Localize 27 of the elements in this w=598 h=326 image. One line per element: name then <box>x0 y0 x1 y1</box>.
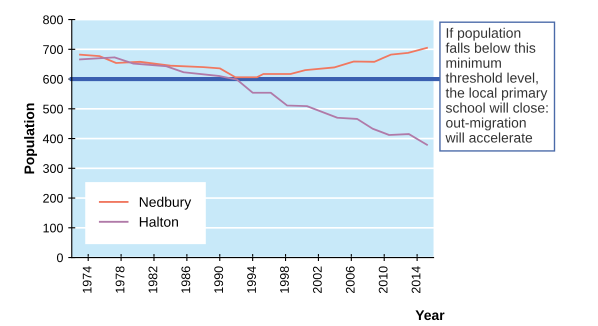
x-tick-label: 1986 <box>181 266 190 293</box>
x-axis-title: Year <box>415 310 444 320</box>
y-tick-label: 400 <box>42 134 63 144</box>
y-tick-label: 800 <box>43 15 63 24</box>
y-tick-label: 700 <box>43 45 63 54</box>
x-tick-label: 2002 <box>312 266 322 294</box>
x-tick-label: 2010 <box>378 266 388 294</box>
legend-label: Halton <box>140 216 178 227</box>
legend-label: Nedbury <box>140 196 192 210</box>
x-tick-label: 1982 <box>148 266 158 293</box>
line-series <box>79 56 428 146</box>
line-series <box>79 46 428 78</box>
y-tick-label: 600 <box>43 74 63 84</box>
x-tick-label: 1974 <box>82 266 92 293</box>
x-tick-label: 2014 <box>412 266 420 294</box>
x-tick-label: 2006 <box>346 266 355 294</box>
x-tick-label: 1994 <box>247 266 256 293</box>
y-tick-label: 0 <box>56 253 63 262</box>
y-axis-title: Population <box>24 104 38 174</box>
y-tick-label: 500 <box>43 104 63 114</box>
x-tick-label: 1978 <box>116 266 124 293</box>
y-tick-label: 200 <box>43 194 63 203</box>
y-tick-label: 300 <box>43 164 63 173</box>
x-tick-label: 1998 <box>280 266 289 293</box>
ref-line-label: If population falls below this minimum threshold level, the local primary school will close: out-migration will accelerate <box>445 28 548 143</box>
y-tick-label: 100 <box>44 224 63 232</box>
x-tick-label: 1990 <box>214 266 224 293</box>
